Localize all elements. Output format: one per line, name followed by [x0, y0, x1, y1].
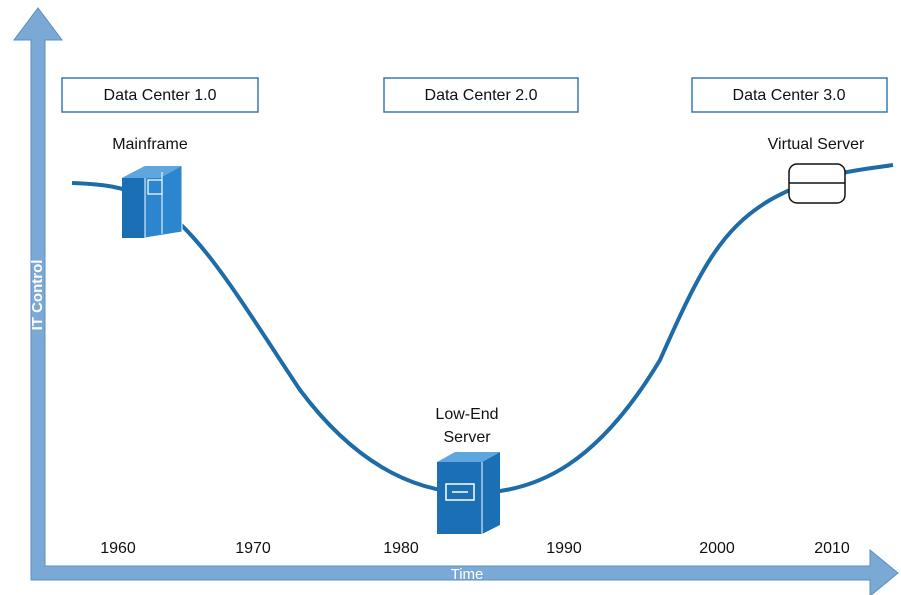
stage-box	[383, 77, 579, 113]
year-label: 2000	[699, 540, 735, 557]
stage-box	[691, 77, 888, 113]
stage-label: Data Center 2.0	[425, 87, 538, 104]
year-label: 1970	[235, 540, 271, 557]
x-axis-label: Time	[451, 566, 484, 583]
stage-box	[61, 77, 259, 113]
stage-label: Data Center 3.0	[733, 87, 846, 104]
y-axis-label: IT Control	[29, 260, 46, 331]
node-label: Low-End	[435, 406, 498, 423]
stage-label: Data Center 1.0	[104, 87, 217, 104]
node-label: Server	[443, 429, 491, 446]
server-icon	[437, 452, 500, 534]
year-label: 1960	[100, 540, 136, 557]
year-label: 1980	[383, 540, 419, 557]
axes-arrow	[13, 7, 899, 595]
year-label: 1990	[546, 540, 582, 557]
node-label: Virtual Server	[768, 136, 865, 153]
virtual-server-icon	[788, 163, 846, 204]
mainframe-icon	[122, 165, 183, 239]
year-label: 2010	[814, 540, 850, 557]
node-label: Mainframe	[112, 136, 188, 153]
